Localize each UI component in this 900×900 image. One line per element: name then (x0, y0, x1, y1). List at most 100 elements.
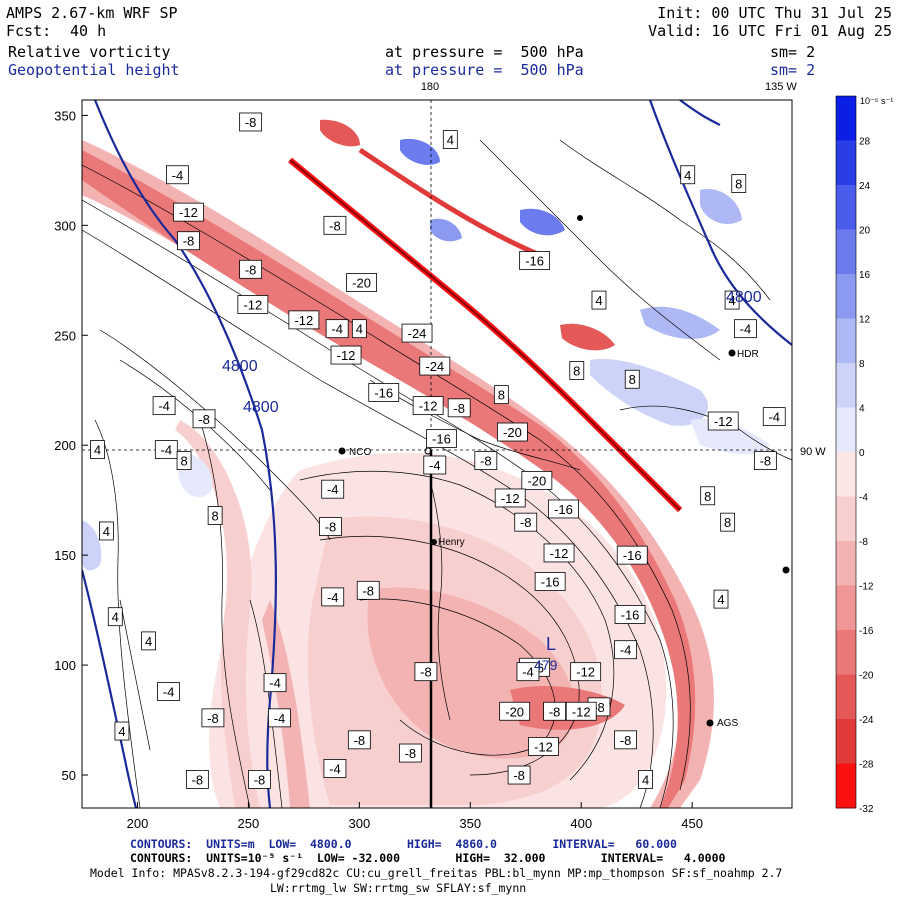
forecast-value: 40 h (70, 22, 107, 40)
svg-text:8: 8 (212, 509, 219, 524)
contour-label: -16 (534, 572, 566, 591)
colorbar-swatch (836, 496, 856, 542)
contour-label: -8 (323, 215, 347, 235)
contour-label: -20 (346, 273, 377, 292)
contour-label: 8 (720, 512, 736, 532)
x-tick-label: 250 (238, 816, 260, 831)
svg-text:-8: -8 (245, 262, 257, 277)
colorbar-swatch (836, 96, 856, 141)
y-tick-label: 350 (54, 108, 76, 123)
station-dot-hdr (728, 349, 736, 357)
contour-label: -8 (347, 730, 371, 750)
contour-label: -4 (263, 673, 287, 693)
svg-text:-8: -8 (354, 733, 366, 748)
low-marker: L (546, 634, 556, 654)
colorbar-swatch (836, 674, 856, 720)
svg-text:-24: -24 (408, 326, 427, 341)
svg-text:-20: -20 (505, 704, 524, 719)
svg-text:-8: -8 (254, 772, 266, 787)
forecast-label: Fcst: (6, 22, 52, 40)
svg-text:-12: -12 (550, 546, 569, 561)
contour-label: -4 (154, 440, 178, 460)
svg-text:-8: -8 (453, 401, 465, 416)
svg-text:-8: -8 (192, 772, 204, 787)
svg-text:-4: -4 (429, 458, 441, 473)
svg-text:-16: -16 (621, 608, 640, 623)
colorbar-label: -24 (859, 715, 874, 726)
svg-text:4: 4 (595, 293, 602, 308)
contour-labels: -84-4 48-8-12-8-16-8-204 4-12-12-4 4 -24 -4-1… (90, 112, 786, 789)
contour-label: -16 (519, 251, 551, 270)
svg-text:-8: -8 (207, 711, 219, 726)
colorbar-label: -8 (859, 537, 868, 548)
stations: NCO Henry HDR AGS (338, 215, 790, 729)
svg-text:8: 8 (629, 372, 636, 387)
field2-level: at pressure = 500 hPa (385, 61, 584, 79)
lon-label-180: 180 (421, 81, 439, 93)
svg-text:4: 4 (684, 168, 691, 183)
axes: 200 250 300 350 400 450 50 100 150 200 250 300 350 (54, 108, 703, 831)
colorbar-label: 12 (859, 315, 871, 326)
svg-text:-16: -16 (432, 432, 451, 447)
contour-label: -12 (412, 396, 444, 416)
model-info: Model Info: MPASv8.2.3-194-gf29cd82c CU:… (90, 866, 783, 880)
contour-label: -16 (548, 499, 579, 519)
colorbar-swatch (836, 719, 856, 764)
contour-label: -8 (474, 451, 498, 470)
svg-text:-12: -12 (337, 348, 356, 363)
contour-label: -4 (157, 682, 180, 701)
contour-label: 4 (107, 607, 123, 627)
colorbar-label: 24 (859, 181, 871, 192)
svg-text:-8: -8 (520, 515, 532, 530)
x-tick-label: 450 (681, 816, 703, 831)
colorbar-swatch (836, 452, 856, 497)
x-tick-label: 200 (127, 816, 149, 831)
svg-text:-12: -12 (501, 491, 520, 506)
svg-text:-8: -8 (183, 234, 195, 249)
contour-label: -8 (414, 662, 438, 682)
contour-label: -24 (401, 323, 433, 343)
colorbar-label: 4 (859, 404, 865, 415)
colorbar-swatch (836, 229, 856, 275)
contour-label: 8 (569, 361, 585, 380)
svg-text:-4: -4 (327, 482, 339, 497)
colorbar-label: 16 (859, 270, 871, 281)
svg-text:-8: -8 (549, 704, 561, 719)
init-time: Init: 00 UTC Thu 31 Jul 25 (657, 4, 892, 22)
contour-label: 4 (351, 319, 367, 339)
svg-text:-4: -4 (274, 711, 286, 726)
contour-label: -12 (570, 662, 602, 682)
svg-text:-20: -20 (352, 275, 371, 290)
colorbar-label: -20 (859, 671, 874, 682)
svg-text:-8: -8 (593, 700, 605, 715)
svg-text:-20: -20 (527, 473, 546, 488)
colorbar-swatch (836, 585, 856, 631)
svg-text:-12: -12 (714, 414, 733, 429)
contour-label: 4 (90, 440, 105, 460)
graticule (82, 100, 792, 451)
colorbar-label: -12 (859, 582, 874, 593)
contour-label: -8 (248, 770, 271, 789)
colorbar-label: 28 (859, 137, 871, 148)
svg-text:4: 4 (447, 133, 454, 148)
svg-text:-8: -8 (513, 768, 525, 783)
colorbar-frame (835, 95, 857, 809)
plot-frame (81, 99, 793, 809)
contour-label: -8 (319, 517, 342, 536)
colorbar-label: 8 (859, 359, 865, 370)
svg-text:-4: -4 (331, 322, 343, 337)
contour-label: -20 (499, 701, 531, 721)
field1-level: at pressure = 500 hPa (385, 43, 584, 61)
colorbar-swatch (836, 763, 856, 809)
contour-label: -8 (614, 730, 637, 750)
svg-text:8: 8 (735, 177, 742, 192)
svg-text:-8: -8 (620, 733, 632, 748)
svg-text:4: 4 (728, 293, 735, 308)
contour-label: 4 (680, 165, 696, 185)
svg-text:4: 4 (118, 724, 125, 739)
contour-label: -8 (356, 580, 380, 600)
contour-label: 4 (638, 770, 653, 789)
colorbar-swatch (836, 318, 856, 364)
y-tick-label: 50 (62, 768, 76, 783)
